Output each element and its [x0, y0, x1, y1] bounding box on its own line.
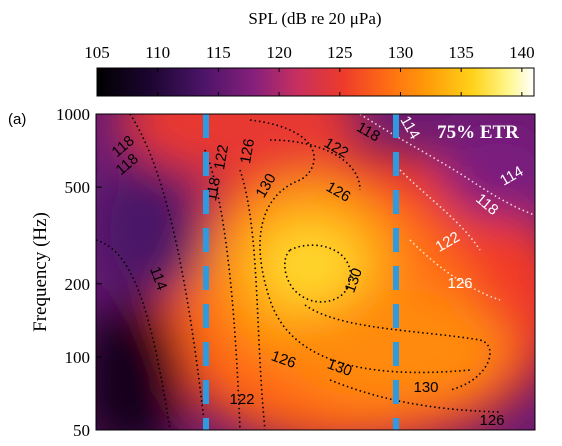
panel-label: (a) — [8, 111, 26, 128]
colorbar-tick-label: 110 — [145, 43, 170, 62]
colorbar — [96, 67, 535, 97]
reference-lines — [203, 114, 399, 430]
plot-area — [95, 113, 536, 431]
y-axis-ticks: 50 100 200 500 1000 — [56, 105, 102, 440]
y-tick-label: 50 — [73, 421, 90, 440]
contour-label: 126 — [447, 275, 472, 292]
colorbar-tick-labels: 105 110 115 120 125 130 135 140 — [84, 43, 534, 62]
colorbar-tick-label: 120 — [266, 43, 292, 62]
y-tick-label: 1000 — [56, 105, 90, 124]
contour-label: 126 — [237, 137, 258, 165]
contour-lines — [96, 114, 535, 430]
colorbar-tick-label: 115 — [206, 43, 231, 62]
contour-label: 126 — [479, 412, 504, 429]
y-axis-label: Frequency (Hz) — [30, 212, 51, 332]
colorbar-tick-label: 130 — [388, 43, 414, 62]
plot-annotation: 75% ETR — [437, 122, 519, 143]
contour-label: 122 — [229, 391, 254, 408]
colorbar-tick-label: 105 — [84, 43, 110, 62]
y-tick-label: 100 — [65, 348, 91, 367]
y-tick-label: 500 — [65, 178, 91, 197]
contour-label: 122 — [211, 143, 232, 171]
colorbar-tick-label: 135 — [448, 43, 474, 62]
colorbar-title: SPL (dB re 20 μPa) — [248, 9, 381, 28]
y-tick-label: 200 — [65, 275, 91, 294]
colorbar-tick-label: 125 — [327, 43, 353, 62]
colorbar-ticks — [96, 68, 523, 96]
colorbar-tick-label: 140 — [509, 43, 535, 62]
contour-label: 130 — [413, 379, 438, 396]
